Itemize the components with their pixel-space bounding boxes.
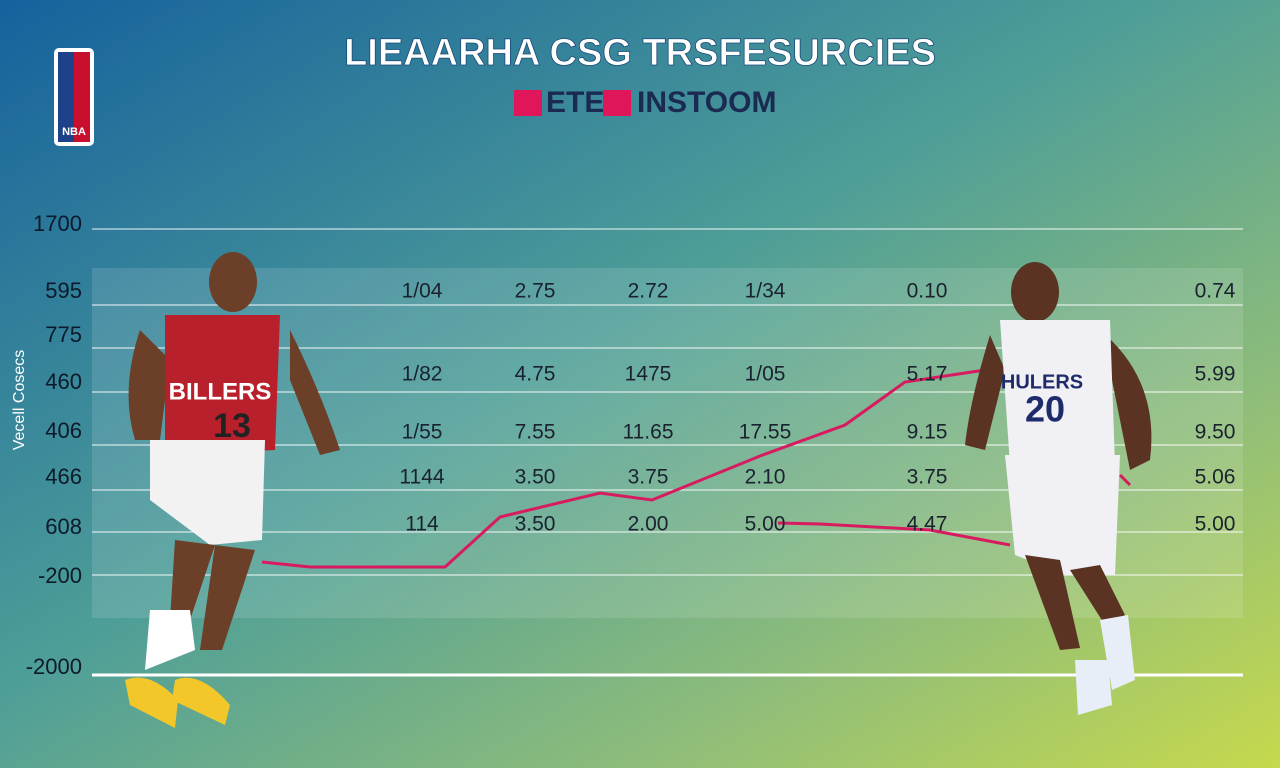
- cell: 5.06: [1195, 466, 1236, 489]
- cell: 1475: [625, 363, 672, 386]
- cell: 2.72: [628, 280, 669, 303]
- row-label: 775: [45, 322, 82, 347]
- row-label: 466: [45, 464, 82, 489]
- cell: 114: [405, 513, 439, 536]
- cell: 2.75: [515, 280, 556, 303]
- player: HULERS 20: [965, 262, 1152, 715]
- row-label: 608: [45, 514, 82, 539]
- row-label: -2000: [26, 654, 82, 679]
- cell: 1/55: [402, 421, 443, 444]
- jersey-team: HULERS: [1001, 371, 1083, 393]
- legend-swatch: [603, 90, 631, 116]
- cell: 4.47: [907, 513, 948, 536]
- jersey-number: 20: [1025, 389, 1065, 430]
- cell: 0.74: [1195, 280, 1236, 303]
- legend-swatch: [514, 90, 542, 116]
- title: LIEAARHA CSG TRSFESURCIES: [344, 32, 936, 74]
- row-label: 460: [45, 369, 82, 394]
- cell: 5.00: [745, 513, 786, 536]
- cell: 17.55: [739, 421, 792, 444]
- cell: 1/82: [402, 363, 443, 386]
- cell: 11.65: [623, 421, 674, 444]
- cell: 3.50: [515, 466, 556, 489]
- jersey-number: 13: [213, 407, 251, 445]
- row-label: 1700: [33, 211, 82, 236]
- cell: 4.75: [515, 363, 556, 386]
- cell: 1144: [399, 466, 444, 489]
- logo: NBA: [54, 48, 94, 146]
- cell: 1/05: [745, 363, 786, 386]
- cell: 9.15: [907, 421, 948, 444]
- row-label: -200: [38, 563, 82, 588]
- cell: 2.00: [628, 513, 669, 536]
- cell: 3.75: [907, 466, 948, 489]
- cell: 5.99: [1195, 363, 1236, 386]
- logo-text: NBA: [62, 126, 86, 138]
- jersey-team: BILLERS: [169, 378, 272, 405]
- cell: 5.00: [1195, 513, 1236, 536]
- row-label: 595: [45, 278, 82, 303]
- legend-label: ETE: [546, 86, 604, 119]
- cell: 1/34: [745, 280, 786, 303]
- row-label: 406: [45, 418, 82, 443]
- legend-label: INSTOOM: [637, 86, 776, 119]
- player: BILLERS 13: [125, 252, 340, 728]
- cell: 5.17: [907, 363, 948, 386]
- axis-label: Vecell Cosecs: [11, 350, 28, 451]
- cell: 3.50: [515, 513, 556, 536]
- cell: 2.10: [745, 466, 786, 489]
- cell: 9.50: [1195, 421, 1236, 444]
- cell: 0.10: [907, 280, 948, 303]
- cell: 7.55: [515, 421, 556, 444]
- cell: 1/04: [402, 280, 443, 303]
- cell: 3.75: [628, 466, 669, 489]
- lines: [261, 368, 1132, 569]
